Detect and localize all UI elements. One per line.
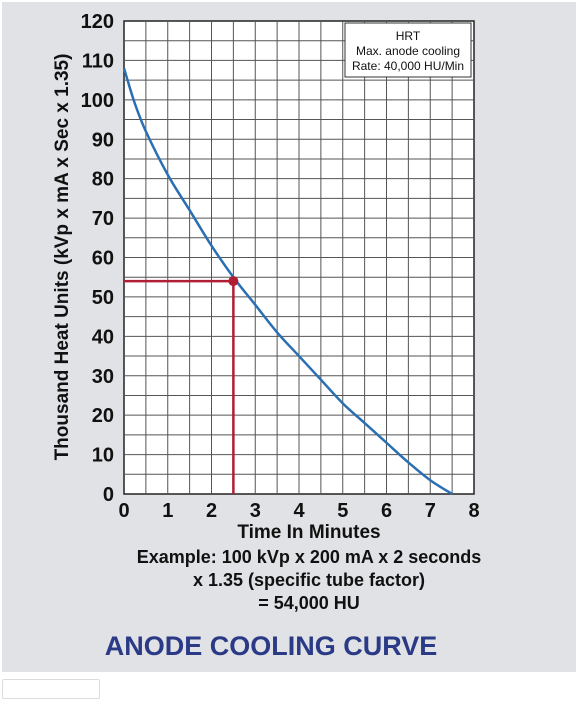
legend-box: HRT Max. anode cooling Rate: 40,000 HU/M… [344,22,472,78]
legend-frame [344,22,472,78]
y-tick-label: 120 [81,11,114,33]
x-tick-label: 8 [468,500,479,522]
example-line-1: Example: 100 kVp x 200 mA x 2 seconds [137,547,482,567]
x-tick-label: 7 [425,500,436,522]
x-tick-label: 3 [250,500,261,522]
legend-line-2: Max. anode cooling [356,44,460,58]
y-tick-label: 30 [92,366,114,388]
y-tick-label: 80 [92,169,114,191]
y-axis-label: Thousand Heat Units (kVp x mA x Sec x 1.… [52,54,73,461]
y-tick-label: 60 [92,248,114,270]
y-tick-label: 0 [103,484,114,506]
example-line-3: = 54,000 HU [258,593,360,613]
cooling-curve-line [122,67,453,496]
x-tick-label: 2 [206,500,217,522]
y-tick-label: 110 [82,50,114,72]
highlight-point [228,276,239,287]
x-tick-label: 6 [381,500,392,522]
y-tick-label: 70 [92,208,114,230]
x-tick-label: 4 [293,500,305,522]
example-line-2: x 1.35 (specific tube factor) [193,570,425,590]
legend-line-3: Rate: 40,000 HU/Min [352,59,464,73]
x-tick-label: 1 [162,500,173,522]
footer-box [2,679,100,699]
grid-lines [124,21,474,494]
y-tick-label: 20 [92,405,114,427]
y-tick-label: 90 [92,129,114,151]
y-tick-label: 50 [92,287,114,309]
y-tick-labels: 0 10 20 30 40 50 60 70 80 90 100 110 120 [81,11,114,506]
chart-title: ANODE COOLING CURVE [105,631,438,661]
x-tick-label: 5 [337,500,348,522]
y-tick-label: 10 [92,445,114,467]
legend-line-1: HRT [396,29,421,43]
x-tick-label: 0 [118,500,129,522]
y-tick-label: 100 [81,90,114,112]
y-tick-label: 40 [92,326,114,348]
x-tick-labels: 0 1 2 3 4 5 6 7 8 [118,500,479,522]
x-axis-label: Time In Minutes [237,522,380,543]
